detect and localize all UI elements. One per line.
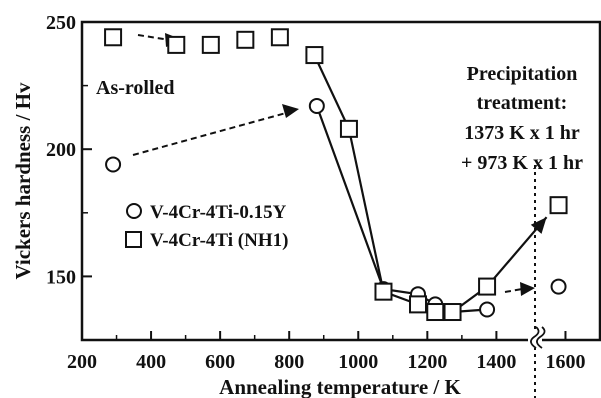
- legend: V-4Cr-4Ti-0.15Y V-4Cr-4Ti (NH1): [125, 202, 288, 251]
- data-point-circle: [550, 278, 567, 295]
- annotation-as-rolled: As-rolled: [96, 77, 175, 99]
- data-point-square: [339, 119, 358, 138]
- data-point-square: [104, 28, 123, 47]
- x-tick-label: 600: [205, 351, 235, 373]
- data-point-square: [426, 303, 445, 322]
- data-point-square: [201, 35, 220, 54]
- x-axis-label: Annealing temperature / K: [219, 375, 461, 398]
- x-tick-label: 800: [274, 351, 304, 373]
- data-point-square: [305, 46, 324, 65]
- legend-label-y: V-4Cr-4Ti-0.15Y: [150, 202, 287, 223]
- x-tick-label: 1400: [476, 351, 516, 373]
- data-point-square: [236, 30, 255, 49]
- x-tick-label: 1200: [407, 351, 447, 373]
- series-line-1: [313, 54, 488, 314]
- y-axis-label: Vickers hardness / Hv: [11, 82, 35, 279]
- x-tick-label: 1000: [338, 351, 378, 373]
- data-point-circle: [308, 97, 325, 114]
- legend-marker-square: [125, 231, 142, 248]
- data-point-circle: [479, 301, 496, 318]
- svg-text:+ 973 K x 1 hr: + 973 K x 1 hr: [461, 152, 583, 174]
- legend-label-nh1: V-4Cr-4Ti (NH1): [150, 230, 288, 251]
- data-point-circle: [105, 156, 122, 173]
- svg-text:Precipitation: Precipitation: [467, 63, 578, 85]
- axis-ticks: [82, 21, 567, 340]
- data-point-square: [409, 295, 428, 314]
- y-tick-label: 150: [46, 266, 76, 288]
- legend-marker-circle: [126, 203, 142, 219]
- x-tick-label: 200: [67, 351, 97, 373]
- plot-frame: [80, 20, 601, 342]
- x-tick-label: 400: [136, 351, 166, 373]
- svg-text:treatment:: treatment:: [477, 92, 568, 114]
- svg-text:1373 K x 1 hr: 1373 K x 1 hr: [464, 122, 580, 144]
- x-tick-label: 1600: [545, 351, 585, 373]
- data-point-square: [270, 28, 289, 47]
- annotation-precipitation: Precipitation treatment: 1373 K x 1 hr +…: [461, 63, 583, 174]
- y-tick-label: 250: [46, 12, 76, 34]
- data-point-square: [443, 303, 462, 322]
- axis-break-mark: [528, 326, 546, 349]
- nh1-arrow-head: [530, 217, 547, 234]
- data-point-square: [167, 35, 186, 54]
- data-point-square: [478, 277, 497, 296]
- series-markers: [104, 28, 568, 322]
- data-point-square: [549, 196, 568, 215]
- data-point-square: [374, 282, 393, 301]
- y-tick-labels: 150 200 250: [46, 12, 76, 288]
- x-tick-labels: 200 400 600 800 1000 1200 1400 1600: [67, 351, 585, 373]
- y-tick-label: 200: [46, 139, 76, 161]
